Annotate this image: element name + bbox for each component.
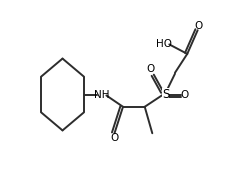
Text: O: O xyxy=(180,90,188,99)
Text: O: O xyxy=(195,22,203,31)
Text: NH: NH xyxy=(93,90,109,99)
Text: S: S xyxy=(162,88,169,101)
Text: O: O xyxy=(110,133,119,143)
Text: HO: HO xyxy=(156,40,172,49)
Text: O: O xyxy=(146,64,154,74)
